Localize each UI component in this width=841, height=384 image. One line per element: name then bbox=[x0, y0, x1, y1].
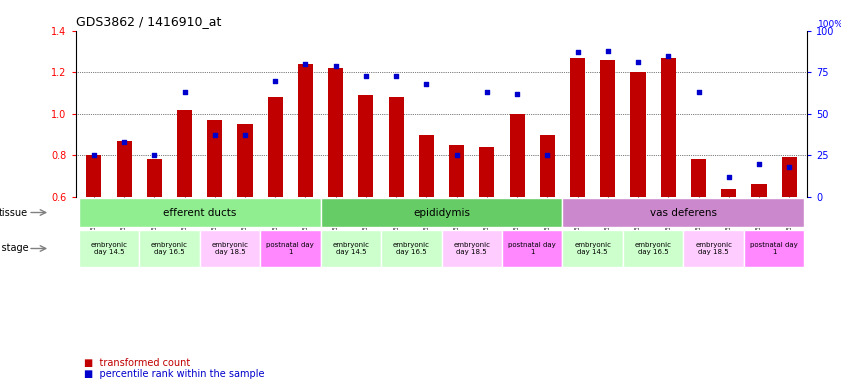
Bar bbox=[328, 68, 343, 197]
Bar bbox=[563, 199, 804, 227]
Bar bbox=[419, 134, 434, 197]
Bar bbox=[298, 64, 313, 197]
Text: embryonic
day 18.5: embryonic day 18.5 bbox=[696, 242, 733, 255]
Bar bbox=[139, 230, 199, 267]
Text: embryonic
day 18.5: embryonic day 18.5 bbox=[453, 242, 490, 255]
Bar bbox=[79, 199, 320, 227]
Text: embryonic
day 16.5: embryonic day 16.5 bbox=[635, 242, 672, 255]
Point bbox=[177, 89, 191, 95]
Point bbox=[722, 174, 736, 180]
Bar bbox=[177, 109, 192, 197]
Bar bbox=[358, 95, 373, 197]
Bar bbox=[691, 159, 706, 197]
Bar bbox=[267, 97, 283, 197]
Bar bbox=[600, 60, 616, 197]
Bar bbox=[320, 199, 563, 227]
Text: tissue: tissue bbox=[0, 207, 28, 217]
Bar bbox=[751, 184, 766, 197]
Bar bbox=[207, 120, 222, 197]
Bar bbox=[623, 230, 684, 267]
Bar bbox=[381, 230, 442, 267]
Point bbox=[782, 164, 796, 170]
Bar bbox=[199, 230, 260, 267]
Point bbox=[329, 63, 342, 69]
Bar bbox=[260, 230, 320, 267]
Bar bbox=[320, 230, 381, 267]
Text: epididymis: epididymis bbox=[413, 207, 470, 217]
Point bbox=[480, 89, 494, 95]
Text: postnatal day
1: postnatal day 1 bbox=[508, 242, 556, 255]
Bar bbox=[117, 141, 132, 197]
Bar bbox=[631, 72, 646, 197]
Bar bbox=[781, 157, 796, 197]
Point bbox=[208, 132, 221, 139]
Bar bbox=[540, 134, 555, 197]
Bar bbox=[442, 230, 502, 267]
Text: development stage: development stage bbox=[0, 243, 28, 253]
Text: vas deferens: vas deferens bbox=[650, 207, 717, 217]
Text: postnatal day
1: postnatal day 1 bbox=[267, 242, 315, 255]
Text: ■  percentile rank within the sample: ■ percentile rank within the sample bbox=[84, 369, 265, 379]
Bar bbox=[146, 159, 161, 197]
Bar bbox=[563, 230, 623, 267]
Point bbox=[268, 78, 282, 84]
Point bbox=[541, 152, 554, 158]
Bar bbox=[722, 189, 737, 197]
Point bbox=[389, 73, 403, 79]
Point bbox=[87, 152, 101, 158]
Point bbox=[238, 132, 251, 139]
Text: postnatal day
1: postnatal day 1 bbox=[750, 242, 798, 255]
Text: embryonic
day 14.5: embryonic day 14.5 bbox=[574, 242, 611, 255]
Point bbox=[450, 152, 463, 158]
Point bbox=[510, 91, 524, 97]
Bar bbox=[510, 114, 525, 197]
Bar bbox=[389, 97, 404, 197]
Text: embryonic
day 14.5: embryonic day 14.5 bbox=[332, 242, 369, 255]
Point bbox=[299, 61, 312, 67]
Point bbox=[147, 152, 161, 158]
Point bbox=[118, 139, 131, 145]
Text: embryonic
day 18.5: embryonic day 18.5 bbox=[211, 242, 248, 255]
Bar bbox=[87, 155, 102, 197]
Point bbox=[420, 81, 433, 87]
Text: embryonic
day 16.5: embryonic day 16.5 bbox=[151, 242, 188, 255]
Bar bbox=[570, 58, 585, 197]
Point bbox=[752, 161, 765, 167]
Bar bbox=[684, 230, 744, 267]
Bar bbox=[479, 147, 495, 197]
Point bbox=[692, 89, 706, 95]
Text: 100%: 100% bbox=[818, 20, 841, 29]
Text: embryonic
day 14.5: embryonic day 14.5 bbox=[91, 242, 128, 255]
Text: GDS3862 / 1416910_at: GDS3862 / 1416910_at bbox=[76, 15, 221, 28]
Text: ■  transformed count: ■ transformed count bbox=[84, 358, 190, 368]
Bar bbox=[449, 145, 464, 197]
Bar bbox=[237, 124, 252, 197]
Bar bbox=[502, 230, 563, 267]
Point bbox=[601, 48, 615, 54]
Point bbox=[359, 73, 373, 79]
Point bbox=[632, 59, 645, 65]
Bar bbox=[744, 230, 804, 267]
Bar bbox=[79, 230, 139, 267]
Text: efferent ducts: efferent ducts bbox=[163, 207, 236, 217]
Bar bbox=[661, 58, 676, 197]
Point bbox=[662, 53, 675, 59]
Point bbox=[571, 49, 584, 55]
Text: embryonic
day 16.5: embryonic day 16.5 bbox=[393, 242, 430, 255]
